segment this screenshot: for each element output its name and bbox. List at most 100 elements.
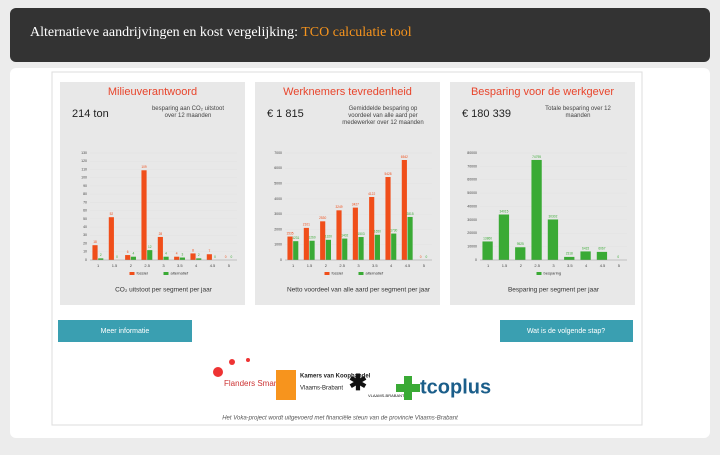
bar-label: 4 — [176, 252, 178, 256]
logo-text: Vlaams-Brabant — [300, 386, 343, 392]
footer: Het Voka-project wordt uitgevoerd met fi… — [222, 416, 458, 422]
header-text: Alternatieve aandrijvingen en kost verge… — [30, 25, 301, 40]
x-tick-label: 1.5 — [112, 263, 118, 268]
y-tick-label: 4000 — [274, 197, 282, 201]
legend-label: alternatief — [366, 271, 384, 276]
bar — [385, 177, 391, 260]
y-tick-label: 2000 — [274, 227, 282, 231]
bar — [325, 239, 331, 260]
bar — [515, 247, 526, 260]
bar-label: 52 — [110, 212, 114, 216]
x-tick-label: 3.5 — [372, 263, 378, 268]
y-tick-label: 0 — [280, 258, 282, 262]
y-tick-label: 1000 — [274, 243, 282, 247]
button-label: Meer informatie — [101, 328, 150, 335]
bar-label: 4122 — [368, 192, 375, 196]
bar — [358, 237, 364, 260]
bar — [391, 233, 397, 260]
bar — [498, 214, 510, 260]
bar — [141, 170, 147, 260]
bar — [125, 255, 131, 260]
bar-label: 2 — [100, 253, 102, 257]
bar-label: 0 — [617, 255, 619, 259]
description-line: besparing aan CO₂ uitstoot — [152, 106, 224, 112]
panel-description: besparing aan CO₂ uitstoot over 12 maande… — [152, 106, 224, 119]
bar-label: 0 — [426, 255, 428, 259]
y-tick-label: 5000 — [274, 181, 282, 185]
bar — [196, 258, 202, 260]
panel — [450, 82, 635, 305]
button[interactable] — [58, 320, 192, 342]
x-tick-label: 2.5 — [144, 263, 150, 268]
bar — [157, 236, 163, 260]
header-title: Alternatieve aandrijvingen en kost verge… — [30, 25, 412, 40]
bar-label: 2101 — [303, 223, 310, 227]
bar-label: 109 — [141, 165, 147, 169]
bar-label: 2 — [198, 253, 200, 257]
x-tick-label: 3.5 — [177, 263, 183, 268]
y-tick-label: 10000 — [467, 245, 477, 249]
y-tick-label: 80000 — [467, 151, 477, 155]
bar-label: 1503 — [358, 232, 365, 236]
description-line: over 12 maanden — [165, 113, 212, 119]
logo-text: Kamers van Koophandel — [300, 374, 371, 380]
x-tick-label: 5 — [423, 263, 426, 268]
legend-label: besparing — [544, 271, 562, 276]
y-tick-label: 7000 — [274, 151, 282, 155]
bar-label: 6415 — [582, 246, 589, 250]
bar — [320, 221, 326, 260]
bar — [98, 258, 104, 260]
x-tick-label: 1 — [292, 263, 295, 268]
x-tick-label: 2 — [325, 263, 328, 268]
bar — [293, 241, 299, 260]
logo-dot — [213, 367, 223, 377]
panel-title: Werknemers tevredenheid — [283, 86, 412, 98]
bar-label: 18 — [93, 240, 97, 244]
bar — [179, 257, 185, 260]
bar-label: 2815 — [407, 212, 414, 216]
bar-label: 0 — [214, 255, 216, 259]
logo-plus — [396, 376, 420, 400]
x-tick-label: 2.5 — [339, 263, 345, 268]
bar-label: 28 — [159, 232, 163, 236]
bar — [287, 236, 293, 260]
legend-swatch — [358, 272, 364, 275]
bar — [206, 254, 212, 260]
bar-label: 0 — [116, 255, 118, 259]
x-tick-label: 4.5 — [600, 263, 606, 268]
logo-dot — [229, 359, 235, 365]
bar-label: 34015 — [499, 209, 508, 213]
logo-text: VLAAMS-BRABANT — [368, 393, 405, 398]
bar — [303, 227, 309, 260]
bar — [147, 250, 153, 260]
bar — [163, 256, 169, 260]
bar — [407, 216, 413, 260]
x-tick-label: 4.5 — [210, 263, 216, 268]
x-tick-label: 4.5 — [405, 263, 411, 268]
bar-label: 2530 — [319, 216, 326, 220]
bar-label: 1650 — [374, 230, 381, 234]
logo-star: ✱ — [349, 370, 367, 395]
bar-label: 13860 — [483, 236, 492, 240]
x-tick-label: 3 — [552, 263, 555, 268]
description-line: Gemiddelde besparing op — [349, 106, 418, 112]
bar-label: 8 — [192, 248, 194, 252]
y-tick-label: 40000 — [467, 204, 477, 208]
description-line: Totale besparing over 12 — [545, 106, 611, 112]
y-tick-label: 80 — [83, 192, 87, 196]
legend-label: fossiel — [137, 271, 148, 276]
legend-label: fossiel — [332, 271, 343, 276]
bar-label: 74795 — [532, 155, 541, 159]
bar-label: 4 — [165, 252, 167, 256]
x-axis-label: Netto voordeel van alle aard per segment… — [287, 287, 431, 294]
panel-figure: € 180 339 — [462, 108, 511, 120]
x-axis-label: CO₂ uitstoot per segment per jaar — [115, 287, 213, 294]
bar-label: 4 — [133, 252, 135, 256]
bar — [596, 251, 608, 260]
button[interactable] — [500, 320, 633, 342]
bar — [547, 219, 559, 260]
x-tick-label: 3.5 — [567, 263, 573, 268]
y-tick-label: 60 — [83, 209, 87, 213]
y-tick-label: 60000 — [467, 178, 477, 182]
